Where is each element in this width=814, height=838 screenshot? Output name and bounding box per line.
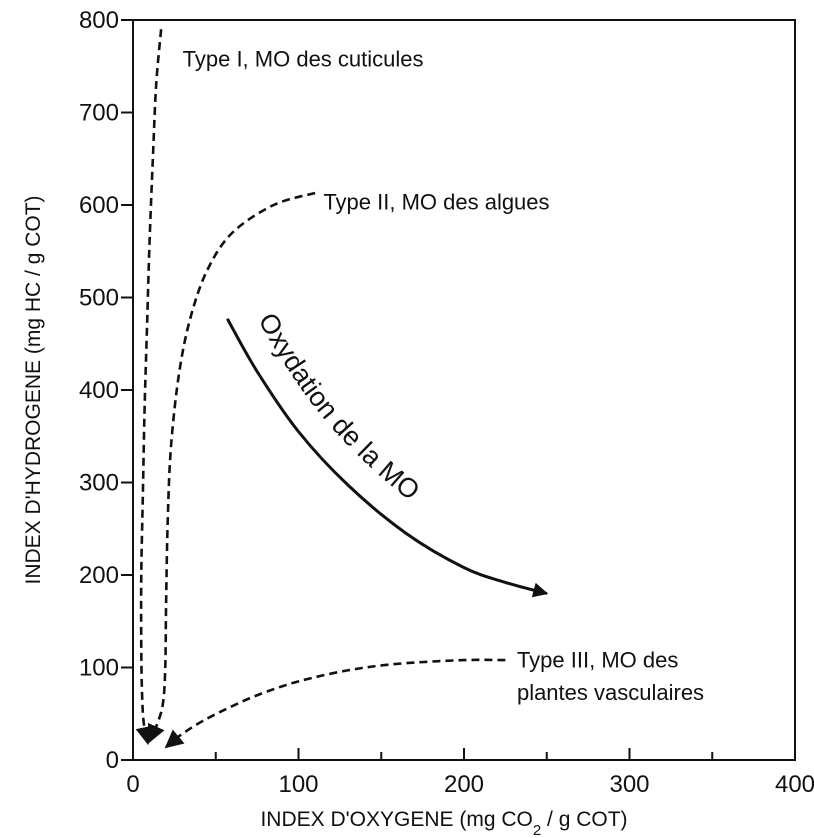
x-tick-label: 200 bbox=[444, 771, 484, 798]
series-label: Type III, MO des bbox=[517, 648, 678, 673]
series-line-type-ii bbox=[147, 191, 316, 744]
y-tick-label: 800 bbox=[79, 7, 119, 34]
y-tick-label: 400 bbox=[79, 377, 119, 404]
x-tick-label: 0 bbox=[126, 771, 139, 798]
y-tick-label: 300 bbox=[79, 470, 119, 497]
annotation-layer: Type I, MO des cuticules Type II, MO des … bbox=[183, 46, 704, 705]
series-label: plantes vasculaires bbox=[517, 680, 704, 705]
oxidation-trend: Oxydation de la MO bbox=[226, 308, 549, 598]
x-axis-title-sub: 2 bbox=[533, 822, 541, 838]
x-axis-title: INDEX D'OXYGENE (mg CO2 / g COT) bbox=[260, 808, 627, 838]
y-tick-label: 100 bbox=[79, 655, 119, 682]
x-tick-label: 300 bbox=[609, 771, 649, 798]
x-axis: 0 100 200 300 400 bbox=[126, 748, 814, 798]
series-line-type-i bbox=[135, 29, 163, 746]
x-axis-title-rest: / g COT) bbox=[541, 808, 627, 831]
y-tick-label: 700 bbox=[79, 100, 119, 127]
x-tick-label: 100 bbox=[278, 771, 318, 798]
y-tick-label: 600 bbox=[79, 192, 119, 219]
series-label: Type II, MO des algues bbox=[323, 190, 549, 215]
x-axis-title-main: INDEX D'OXYGENE (mg CO bbox=[260, 808, 532, 831]
trend-arrow bbox=[226, 318, 549, 598]
series-line-type-iii bbox=[164, 658, 506, 749]
series-label: Type I, MO des cuticules bbox=[183, 46, 424, 71]
y-tick-label: 200 bbox=[79, 562, 119, 589]
y-tick-label: 500 bbox=[79, 285, 119, 312]
y-tick-label: 0 bbox=[106, 747, 119, 774]
series-layer bbox=[135, 29, 506, 749]
y-axis: 0 100 200 300 400 500 600 700 800 bbox=[79, 7, 133, 774]
x-tick-label: 400 bbox=[775, 771, 814, 798]
y-axis-title: INDEX D'HYDROGENE (mg HC / g COT) bbox=[22, 195, 45, 584]
plot-frame bbox=[132, 19, 796, 761]
